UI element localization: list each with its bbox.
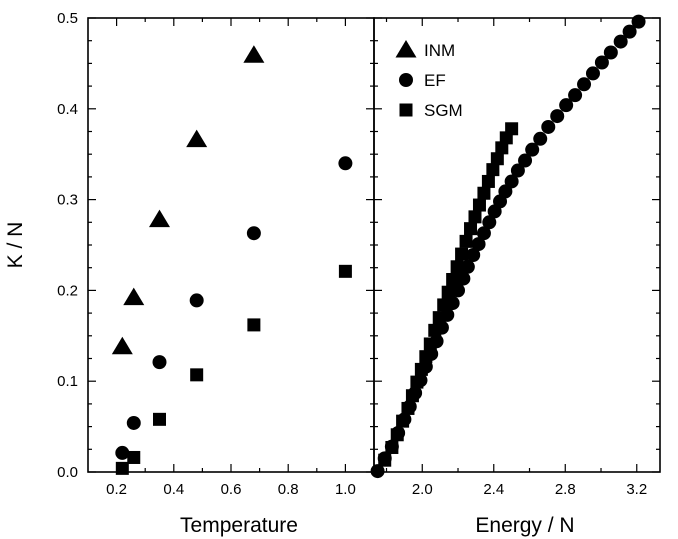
- sgm-point: [446, 273, 460, 287]
- sgm-point: [455, 247, 469, 261]
- sgm-point: [495, 141, 509, 155]
- sgm-point: [410, 375, 424, 389]
- panel-0-xtick-label: 1.0: [335, 481, 356, 498]
- ef-point: [550, 109, 565, 124]
- ef-point: [533, 131, 548, 146]
- sgm-point: [153, 412, 166, 426]
- legend-sgm-marker: [399, 103, 413, 117]
- sgm-point: [441, 285, 455, 299]
- sgm-point: [338, 264, 352, 278]
- ef-point: [126, 415, 141, 430]
- sgm-point: [396, 414, 410, 428]
- panel-1-frame: [373, 17, 661, 473]
- ytick-label: 0.2: [57, 282, 78, 299]
- ef-point: [559, 98, 574, 113]
- ef-point: [585, 66, 600, 81]
- legend-inm-label: INM: [424, 41, 455, 60]
- sgm-point: [127, 450, 141, 464]
- ef-point: [471, 237, 486, 252]
- ef-point: [476, 226, 491, 241]
- sgm-point: [405, 389, 419, 403]
- ef-point: [622, 24, 637, 39]
- ef-point: [594, 55, 609, 70]
- sgm-point: [390, 428, 404, 442]
- panel-1-x-axis-title: Energy / N: [475, 514, 574, 537]
- sgm-point: [385, 440, 399, 454]
- legend-inm-marker: [395, 40, 417, 58]
- ef-point: [482, 215, 497, 230]
- ef-point: [152, 355, 167, 370]
- sgm-point: [378, 453, 392, 467]
- y-axis-title: K / N: [4, 222, 27, 269]
- sgm-point: [432, 311, 446, 325]
- legend-ef-label: EF: [424, 71, 446, 90]
- panel-0-xtick-label: 0.6: [221, 481, 242, 498]
- sgm-point: [419, 350, 433, 364]
- ef-point: [456, 271, 471, 286]
- legend-ef-marker: [399, 73, 413, 87]
- sgm-point: [464, 222, 478, 236]
- sgm-point: [190, 368, 204, 382]
- inm-point: [186, 129, 208, 148]
- ef-point: [568, 88, 583, 103]
- panel-1-xtick-label: 2.4: [483, 481, 504, 498]
- sgm-point: [401, 401, 415, 415]
- inm-point: [243, 45, 265, 63]
- sgm-point: [428, 323, 442, 337]
- ef-point: [189, 293, 204, 308]
- sgm-point: [477, 186, 491, 200]
- sgm-point: [450, 260, 464, 274]
- panel-0-xtick-label: 0.2: [106, 481, 127, 498]
- ef-point: [541, 119, 556, 134]
- sgm-point: [472, 198, 486, 212]
- panel-0-xtick-label: 0.8: [278, 481, 299, 498]
- ef-point: [613, 34, 628, 49]
- sgm-point: [423, 337, 437, 351]
- panel-1-xtick-label: 2.0: [412, 481, 433, 498]
- sgm-point: [414, 362, 428, 376]
- sgm-point: [481, 174, 495, 188]
- ef-point: [115, 445, 130, 460]
- sgm-point: [437, 298, 451, 312]
- panel-1-xtick-label: 2.8: [555, 481, 576, 498]
- inm-point: [123, 287, 145, 306]
- ytick-label: 0.5: [57, 10, 78, 27]
- ef-point: [504, 174, 519, 189]
- ytick-label: 0.0: [57, 464, 78, 481]
- sgm-point: [505, 122, 519, 136]
- panel-0-x-axis-title: Temperature: [180, 514, 298, 537]
- ytick-label: 0.4: [57, 101, 78, 118]
- ef-point: [525, 142, 540, 157]
- sgm-point: [459, 234, 473, 248]
- ytick-label: 0.1: [57, 373, 78, 390]
- ef-point: [246, 226, 261, 241]
- sgm-point: [468, 210, 482, 224]
- ef-point: [631, 14, 646, 29]
- ef-point: [498, 184, 513, 199]
- sgm-point: [115, 461, 129, 475]
- ef-point: [518, 153, 533, 168]
- sgm-point: [247, 318, 261, 332]
- panel-1-xtick-label: 3.2: [626, 481, 647, 498]
- sgm-point: [486, 163, 500, 177]
- panel-0-xtick-label: 0.4: [163, 481, 184, 498]
- ef-point: [510, 163, 525, 178]
- legend-sgm-label: SGM: [424, 101, 463, 120]
- panel-0-frame: [87, 17, 375, 473]
- sgm-point: [490, 152, 504, 166]
- inm-point: [111, 336, 133, 355]
- inm-point: [149, 209, 170, 228]
- ef-point: [466, 247, 481, 262]
- ef-point: [460, 259, 475, 274]
- ef-point: [338, 156, 353, 171]
- ytick-label: 0.3: [57, 192, 78, 209]
- ef-point: [577, 77, 592, 92]
- ef-point: [603, 45, 618, 60]
